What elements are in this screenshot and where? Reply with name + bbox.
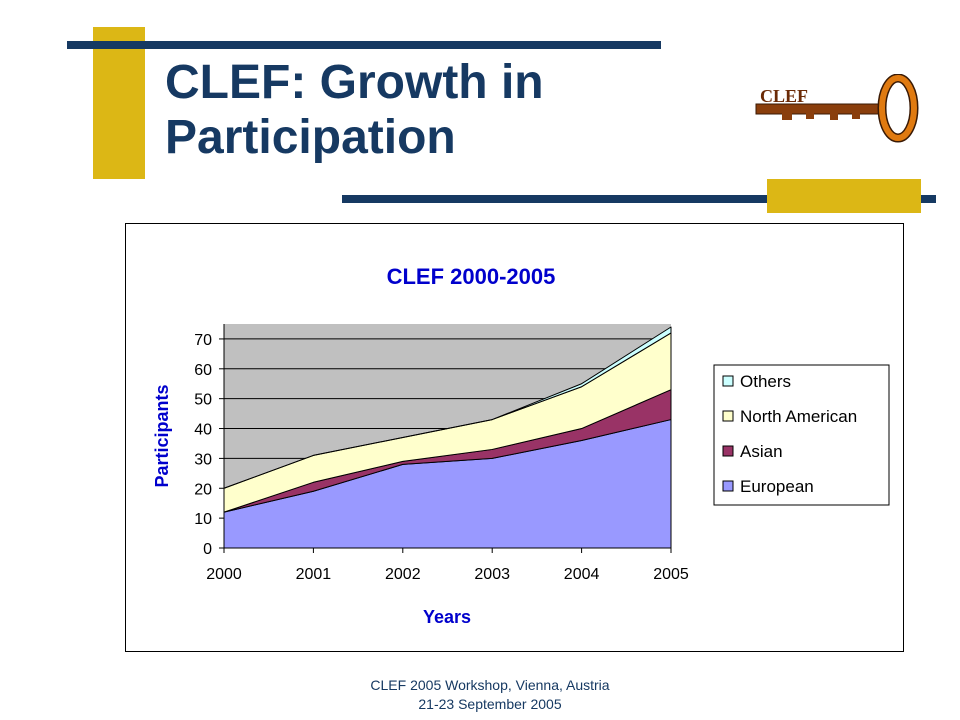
clef-key-logo: CLEF	[755, 74, 919, 143]
slide-footer: CLEF 2005 Workshop, Vienna, Austria 21-2…	[0, 676, 960, 714]
legend-swatch-north-american	[722, 410, 734, 422]
area-chart: CLEF 2000-2005 0 10 20 30 40 50 60 70 2000 2001 20…	[152, 264, 890, 627]
y-tick-label: 40	[194, 422, 212, 439]
y-tick-label: 0	[203, 541, 212, 558]
y-tick-label: 20	[194, 481, 212, 498]
chart-legend: Others North American Asian European	[713, 364, 890, 506]
y-tick-label: 60	[194, 362, 212, 379]
chart-title: CLEF 2000-2005	[387, 264, 556, 289]
y-tick-label: 50	[194, 392, 212, 409]
accent-bar-right	[767, 179, 921, 213]
x-tick-label: 2003	[474, 566, 510, 583]
footer-event: CLEF 2005 Workshop, Vienna, Austria	[370, 677, 610, 693]
x-tick-label: 2001	[296, 566, 332, 583]
x-tick-label: 2005	[653, 566, 689, 583]
legend-swatch-european	[722, 480, 734, 492]
y-axis-title: Participants	[152, 384, 172, 487]
chart-frame: CLEF 2000-2005 0 10 20 30 40 50 60 70 2000 2001 20…	[125, 223, 904, 652]
x-tick-label: 2004	[564, 566, 600, 583]
legend-label-others: Others	[740, 372, 791, 391]
y-tick-label: 10	[194, 511, 212, 528]
logo-text: CLEF	[760, 86, 808, 106]
slide-title: CLEF: Growth in Participation	[165, 56, 544, 164]
title-rule-top	[67, 41, 661, 49]
legend-label-asian: Asian	[740, 442, 783, 461]
legend-label-european: European	[740, 477, 814, 496]
legend-label-north-american: North American	[740, 407, 857, 426]
footer-dates: 21-23 September 2005	[418, 696, 562, 712]
legend-swatch-asian	[722, 445, 734, 457]
accent-bar-left	[93, 27, 145, 179]
title-rule-bottom	[342, 195, 936, 203]
x-axis-title: Years	[423, 607, 471, 627]
x-tick-label: 2000	[206, 566, 242, 583]
x-tick-label: 2002	[385, 566, 421, 583]
y-tick-label: 30	[194, 451, 212, 468]
y-tick-label: 70	[194, 332, 212, 349]
legend-swatch-others	[722, 375, 734, 387]
series-area-others	[223, 326, 672, 489]
